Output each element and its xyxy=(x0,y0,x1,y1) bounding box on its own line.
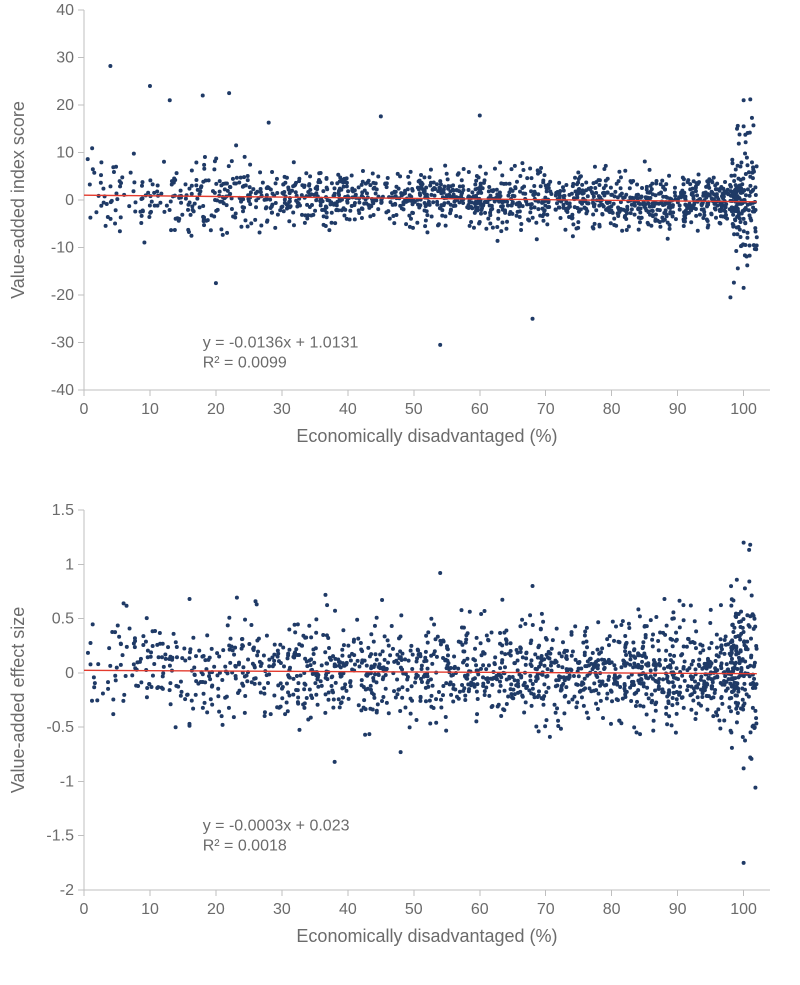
chart-top-xtick-label: 90 xyxy=(669,401,687,418)
chart-bottom-ytick-label: 1.5 xyxy=(52,502,74,519)
chart-top-xtick-label: 70 xyxy=(537,401,555,418)
chart-bottom-svg: 0 10 20 30 40 50 60 70 80 90 100 -2 -1.5 -1 -0.5 0 0.5 1 1… xyxy=(0,500,800,980)
chart-bottom-ytick-label: 1 xyxy=(65,556,74,573)
chart-bottom-xlabel: Economically disadvantaged (%) xyxy=(296,926,557,946)
chart-bottom-xtick-label: 20 xyxy=(207,901,225,918)
chart-top-ytick-label: 0 xyxy=(65,192,74,209)
chart-bottom-r2-text: R² = 0.0018 xyxy=(203,837,287,854)
chart-top-ytick-label: -20 xyxy=(51,287,74,304)
chart-bottom-plot-area xyxy=(84,541,759,865)
chart-bottom-xtick-label: 100 xyxy=(730,901,757,918)
chart-bottom-ytick-label: -0.5 xyxy=(46,719,74,736)
chart-top-ytick-label: -30 xyxy=(51,335,74,352)
chart-top-points xyxy=(86,64,759,347)
chart-bottom-points xyxy=(86,541,759,865)
chart-bottom-xtick-label: 90 xyxy=(669,901,687,918)
chart-top-xtick-label: 40 xyxy=(339,401,357,418)
chart-bottom-ytick-label: -1 xyxy=(60,773,74,790)
chart-top-ytick-label: -40 xyxy=(51,382,74,399)
chart-bottom-ytick-label: 0.5 xyxy=(52,611,74,628)
scatter-chart-bottom: 0 10 20 30 40 50 60 70 80 90 100 -2 -1.5 -1 -0.5 0 0.5 1 1… xyxy=(0,500,800,980)
chart-top-xtick-label: 50 xyxy=(405,401,423,418)
chart-top-ylabel: Value-added index score xyxy=(8,101,28,299)
chart-bottom-xtick-label: 40 xyxy=(339,901,357,918)
chart-top-xtick-label: 100 xyxy=(730,401,757,418)
chart-bottom-xtick-label: 10 xyxy=(141,901,159,918)
chart-top-ytick-label: 10 xyxy=(56,145,74,162)
chart-top-xtick-label: 60 xyxy=(471,401,489,418)
chart-top-xtick-label: 10 xyxy=(141,401,159,418)
chart-top-svg: 0 10 20 30 40 50 60 70 80 90 100 -40 -30 -20 -10 0 10 20 3… xyxy=(0,0,800,480)
chart-top-xtick-label: 0 xyxy=(80,401,89,418)
chart-bottom-ytick-label: -1.5 xyxy=(46,828,74,845)
chart-bottom-xtick-label: 30 xyxy=(273,901,291,918)
chart-top-plot-area xyxy=(84,64,759,347)
chart-top-xlabel: Economically disadvantaged (%) xyxy=(296,426,557,446)
chart-top-xtick-label: 30 xyxy=(273,401,291,418)
chart-top-ytick-label: 40 xyxy=(56,2,74,19)
chart-bottom-xtick-label: 70 xyxy=(537,901,555,918)
chart-bottom-ytick-label: 0 xyxy=(65,665,74,682)
chart-top-r2-text: R² = 0.0099 xyxy=(203,354,287,371)
chart-bottom-ytick-label: -2 xyxy=(60,882,74,899)
chart-top-ytick-label: 30 xyxy=(56,50,74,67)
page: 0102030405060708090100-40-30-20-10010203… xyxy=(0,0,800,985)
chart-bottom-xtick-label: 60 xyxy=(471,901,489,918)
chart-bottom-ylabel: Value-added effect size xyxy=(8,607,28,793)
chart-bottom-xtick-label: 50 xyxy=(405,901,423,918)
chart-bottom-xtick-label: 0 xyxy=(80,901,89,918)
chart-top-ytick-label: 20 xyxy=(56,97,74,114)
chart-top-xtick-label: 80 xyxy=(603,401,621,418)
chart-bottom-xtick-label: 80 xyxy=(603,901,621,918)
chart-top-equation-text: y = -0.0136x + 1.0131 xyxy=(203,334,359,351)
chart-top-xtick-label: 20 xyxy=(207,401,225,418)
chart-top-ytick-label: -10 xyxy=(51,240,74,257)
scatter-chart-top: 0 10 20 30 40 50 60 70 80 90 100 -40 -30 -20 -10 0 10 20 3… xyxy=(0,0,800,480)
chart-bottom-equation-text: y = -0.0003x + 0.023 xyxy=(203,817,350,834)
